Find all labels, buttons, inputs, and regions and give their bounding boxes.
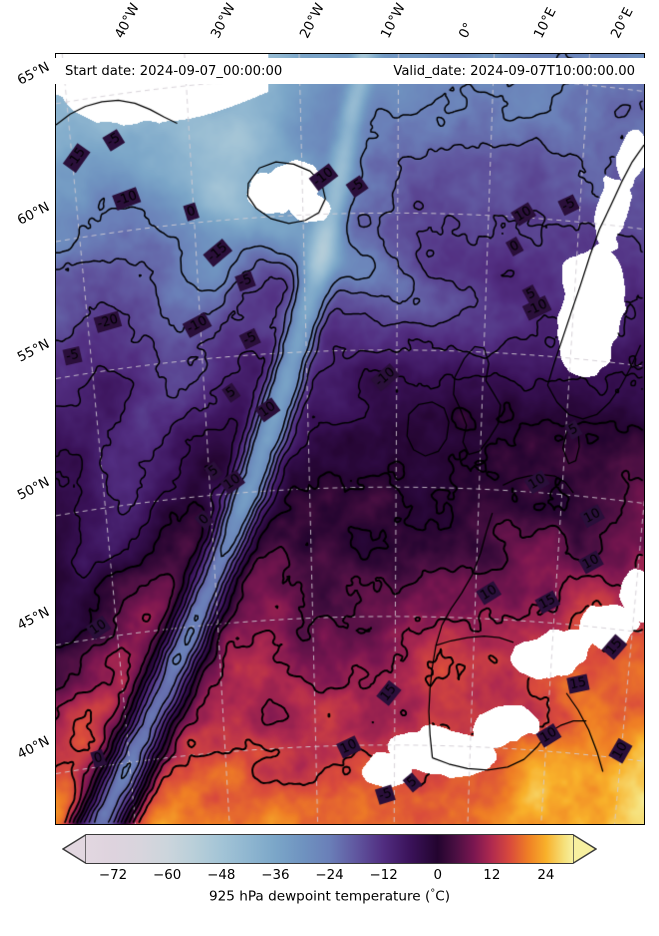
colorbar-tick: −36 (261, 868, 290, 883)
lon-tick-label: 0° (456, 20, 477, 41)
lat-tick-label: 60°N (15, 199, 53, 229)
lon-tick-label: 10°E (531, 5, 560, 41)
colorbar-tick: 0 (433, 868, 442, 883)
colorbar-tick: 12 (483, 868, 501, 883)
colorbar-tick: −72 (98, 868, 128, 883)
colorbar-title: 925 hPa dewpoint temperature (°C) (0, 888, 659, 905)
degree-symbol: ° (430, 888, 436, 899)
colorbar-extend-right-icon (573, 834, 597, 864)
colorbar-tick: −12 (369, 868, 398, 883)
map-field-canvas (56, 54, 644, 824)
colorbar-tick: −60 (153, 868, 182, 883)
colorbar-title-prefix: 925 hPa dewpoint temperature ( (208, 888, 431, 905)
map-title-bar: Start date: 2024-09-07_00:00:00 Valid_da… (55, 58, 645, 84)
lat-tick-label: 40°N (15, 733, 53, 763)
colorbar-extend-left-icon (62, 834, 86, 864)
lon-tick-label: 10°W (378, 1, 409, 41)
start-date-label: Start date: 2024-09-07_00:00:00 (65, 63, 283, 79)
lat-tick-label: 55°N (15, 336, 53, 366)
colorbar-area: −72 −60 −48 −36 −24 −12 0 12 24 925 hPa dewpoint… (0, 830, 659, 936)
lat-tick-label: 45°N (15, 604, 53, 634)
dewpoint-map[interactable] (55, 53, 645, 825)
colorbar-tick: 24 (537, 868, 555, 883)
colorbar-tick: −24 (315, 868, 344, 883)
colorbar-tick: −48 (207, 868, 236, 883)
lon-tick-label: 30°W (208, 1, 239, 41)
colorbar[interactable] (62, 834, 597, 864)
lon-tick-label: 20°W (297, 1, 328, 41)
lat-tick-label: 65°N (15, 59, 53, 89)
lon-tick-label: 20°E (608, 5, 637, 41)
colorbar-tick-labels: −72 −60 −48 −36 −24 −12 0 12 24 (62, 868, 597, 888)
lat-tick-label: 50°N (15, 474, 53, 504)
valid-date-label: Valid_date: 2024-09-07T10:00:00.00 (393, 63, 635, 79)
colorbar-title-suffix: C) (435, 888, 451, 905)
colorbar-gradient (86, 834, 573, 864)
lon-tick-label: 40°W (112, 1, 143, 41)
